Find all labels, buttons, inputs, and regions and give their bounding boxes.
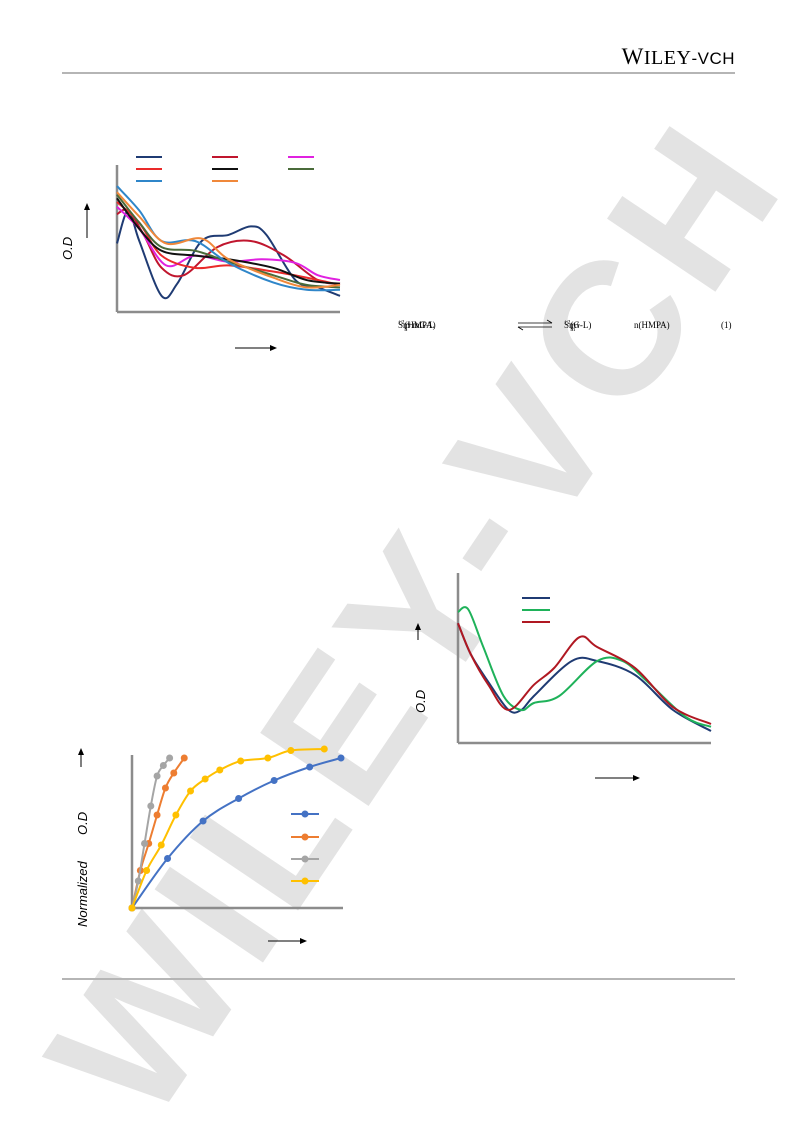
figure-3: Normalized O.D (70, 745, 360, 960)
data-point (237, 757, 245, 765)
publisher-logo: WILEY-VCH (621, 44, 735, 69)
data-point (187, 787, 195, 795)
figure-1: O.D (60, 150, 360, 360)
data-point (216, 766, 224, 774)
data-point (143, 867, 151, 874)
data-point (264, 754, 272, 762)
equilibrium-arrow-icon (517, 319, 553, 331)
data-point (201, 775, 209, 783)
data-point (159, 762, 167, 769)
x-arrow-icon (595, 775, 640, 781)
data-point (128, 904, 136, 912)
data-point (170, 769, 178, 777)
x-arrow-icon (268, 938, 307, 944)
data-point (287, 747, 295, 754)
legend-marker (301, 810, 309, 818)
data-point (153, 811, 161, 819)
x-arrow-icon (235, 345, 277, 351)
figure-3-plot (78, 745, 345, 944)
figure-1-plot (84, 156, 341, 351)
spectrum-line (116, 194, 341, 289)
legend-marker (301, 833, 309, 841)
figure-1-ylabel: O.D (60, 236, 75, 260)
figure-3-ylabel-od: O.D (75, 811, 90, 835)
data-point (199, 817, 207, 825)
data-point (164, 855, 172, 862)
spectrum-line (116, 191, 341, 289)
data-point (172, 811, 180, 819)
data-point (141, 840, 149, 847)
y-arrow-icon (78, 748, 84, 767)
spectrum-line (116, 197, 341, 285)
figure-2-plot (415, 573, 712, 781)
y-arrow-icon (415, 623, 421, 640)
data-point (306, 763, 314, 771)
data-point (166, 754, 174, 762)
spectrum-line (457, 622, 712, 725)
data-point (337, 754, 345, 762)
data-point (235, 795, 243, 802)
spectrum-line (116, 208, 341, 285)
data-point (180, 754, 188, 762)
data-point (161, 784, 169, 792)
legend-marker (301, 877, 309, 885)
figure-2: O.D (408, 565, 728, 795)
spectrum-line (116, 185, 341, 292)
data-point (270, 777, 278, 784)
figure-2-ylabel: O.D (413, 689, 428, 713)
figure-3-ylabel-normalized: Normalized (75, 861, 90, 927)
legend-marker (301, 855, 309, 863)
equation-1: Sm +2 (HMPA) n +mG-L Sm +2 (G-L) m + n(HMPA) (… (398, 319, 732, 333)
y-arrow-icon (84, 203, 90, 238)
header-rule (62, 72, 735, 74)
spectrum-line (457, 622, 712, 732)
data-point (147, 802, 155, 810)
data-point (320, 745, 328, 753)
footer-rule (62, 978, 735, 980)
data-point (153, 772, 161, 780)
data-point (134, 877, 142, 885)
data-point (157, 841, 165, 849)
kinetics-line (131, 757, 342, 909)
